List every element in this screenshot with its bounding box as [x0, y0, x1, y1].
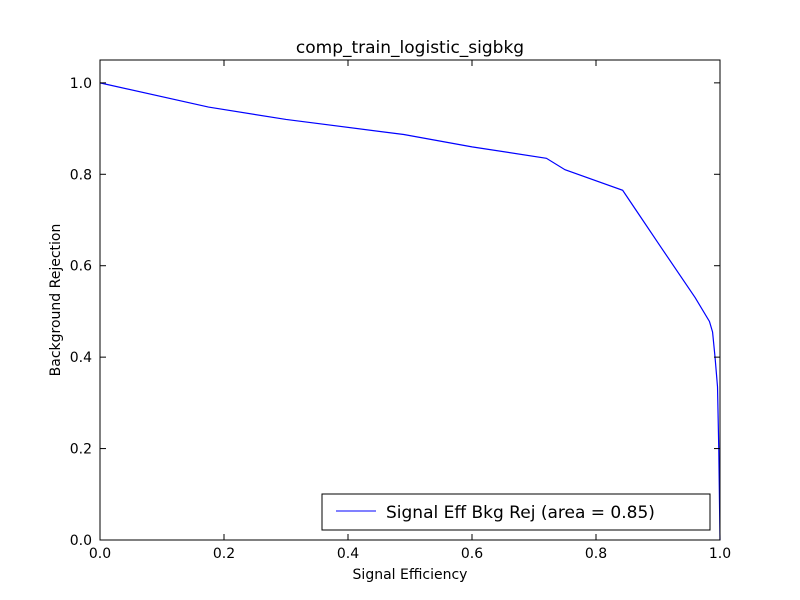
x-tick-label: 0.8 [585, 546, 607, 562]
x-tick-label: 0.6 [461, 546, 483, 562]
x-tick-label: 0.2 [213, 546, 235, 562]
plot-frame [99, 59, 721, 541]
x-axis-label: Signal Efficiency [353, 567, 468, 583]
legend: Signal Eff Bkg Rej (area = 0.85) [321, 493, 711, 531]
legend-box [321, 493, 711, 531]
axis-ticks: 0.0 0.2 0.4 0.6 0.8 1.0 0.0 0.2 0.4 0.6 0.8 1.0 [70, 60, 731, 562]
x-tick-label: 0.4 [337, 546, 359, 562]
chart-title: comp_train_logistic_sigbkg [296, 38, 524, 58]
y-tick-label: 0.6 [70, 259, 92, 275]
y-axis-label: Background Rejection [48, 224, 64, 377]
y-tick-label: 0.4 [70, 350, 92, 366]
legend-entry: Signal Eff Bkg Rej (area = 0.85) [386, 503, 655, 523]
y-tick-label: 1.0 [70, 76, 92, 92]
x-tick-label: 0.0 [89, 546, 111, 562]
y-tick-label: 0.2 [70, 442, 92, 458]
y-tick-label: 0.8 [70, 167, 92, 183]
series-lines [99, 82, 721, 541]
series-line-0 [99, 82, 721, 541]
y-tick-label: 0.0 [70, 533, 92, 549]
x-tick-label: 1.0 [709, 546, 731, 562]
